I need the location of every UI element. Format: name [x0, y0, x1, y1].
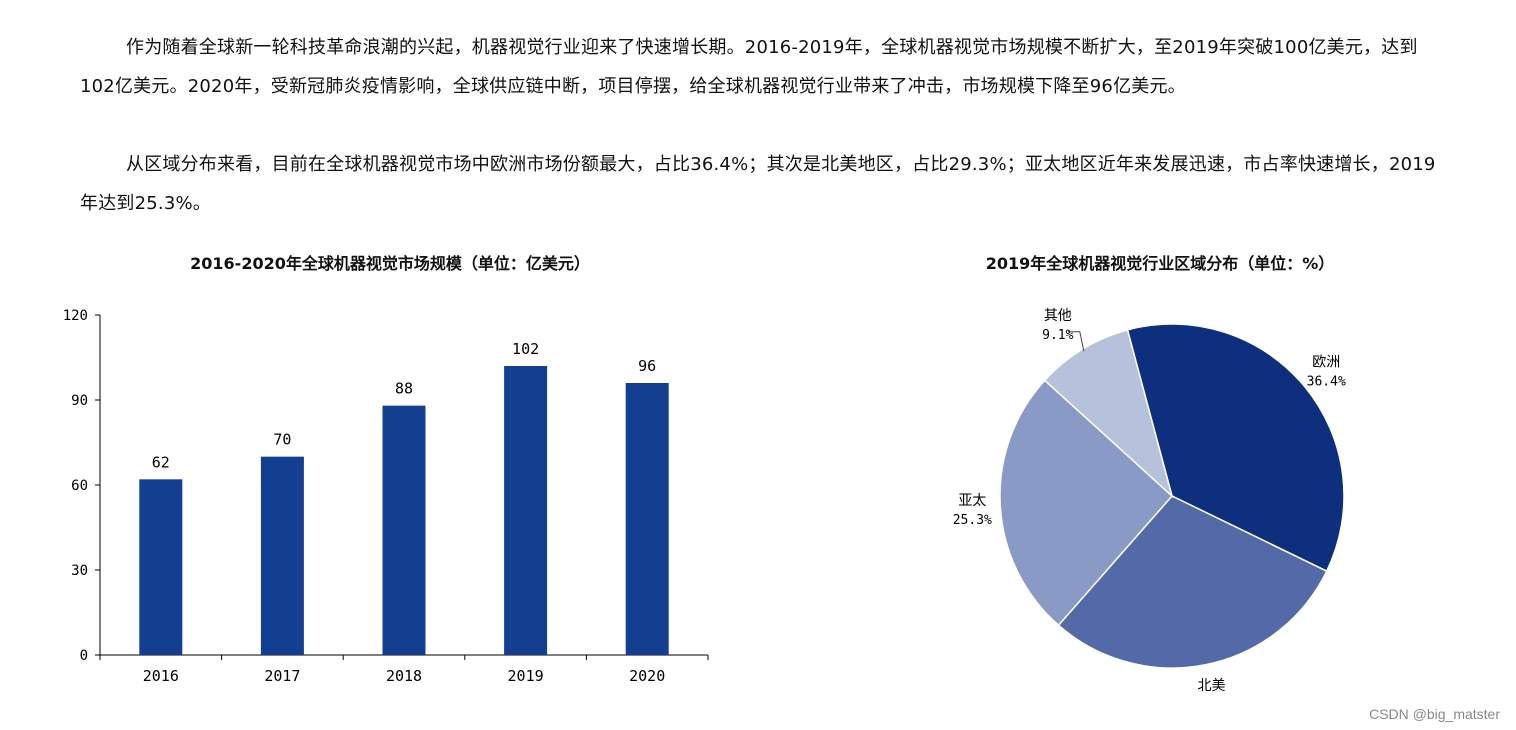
pie-category-label: 欧洲	[1312, 355, 1340, 371]
bar-2020	[625, 383, 669, 655]
bar-chart: 0 30 60 90 120 62 2016 70 2017 88 2018 102 2019 96 202…	[63, 308, 709, 685]
x-tick-label: 2017	[264, 667, 300, 685]
pie-category-label: 其他	[1044, 308, 1072, 324]
pie-slice-亚太	[999, 379, 1174, 627]
paragraph-regional: 从区域分布来看，目前在全球机器视觉市场中欧洲市场份额最大，占比36.4%；其次是…	[80, 145, 1440, 223]
pie-slice-欧洲	[1126, 323, 1345, 573]
x-tick-label: 2019	[508, 667, 544, 685]
bar-value-label: 62	[152, 453, 170, 471]
pie-leader-line	[1067, 331, 1085, 352]
x-tick-label: 2018	[386, 667, 422, 685]
bar-value-label: 88	[395, 380, 413, 398]
y-tick-label: 90	[71, 393, 88, 409]
pie-slice-其他	[1043, 328, 1174, 499]
bar-2018	[382, 405, 426, 655]
pie-chart-title: 2019年全球机器视觉行业区域分布（单位：%）	[985, 254, 1335, 273]
pie-value-label: 25.3%	[953, 513, 992, 528]
y-tick-label: 60	[71, 478, 88, 494]
paragraph-text: 从区域分布来看，目前在全球机器视觉市场中欧洲市场份额最大，占比36.4%；其次是…	[80, 154, 1436, 214]
watermark: CSDN @big_matster	[1369, 706, 1500, 722]
pie-value-label: 36.4%	[1307, 375, 1346, 390]
pie-category-label: 北美	[1198, 678, 1226, 694]
pie-slice-北美	[1057, 495, 1328, 669]
paragraph-text: 作为随着全球新一轮科技革命浪潮的兴起，机器视觉行业迎来了快速增长期。2016-2…	[80, 37, 1418, 97]
bar-value-label: 102	[512, 340, 539, 358]
x-tick-label: 2016	[143, 667, 179, 685]
pie-value-label: 9.1%	[1042, 328, 1073, 343]
bar-chart-title: 2016-2020年全球机器视觉市场规模（单位：亿美元）	[190, 254, 590, 273]
bar-2017	[260, 456, 304, 655]
bar-value-label: 96	[638, 357, 656, 375]
bar-value-label: 70	[273, 431, 291, 449]
pie-category-label: 亚太	[958, 493, 986, 509]
bar-2016	[139, 479, 183, 655]
x-tick-label: 2020	[629, 667, 665, 685]
y-tick-label: 30	[71, 563, 88, 579]
bar-2019	[504, 366, 548, 655]
y-tick-label: 0	[80, 648, 88, 664]
y-tick-label: 120	[63, 308, 88, 324]
paragraph-market-size: 作为随着全球新一轮科技革命浪潮的兴起，机器视觉行业迎来了快速增长期。2016-2…	[80, 28, 1440, 106]
